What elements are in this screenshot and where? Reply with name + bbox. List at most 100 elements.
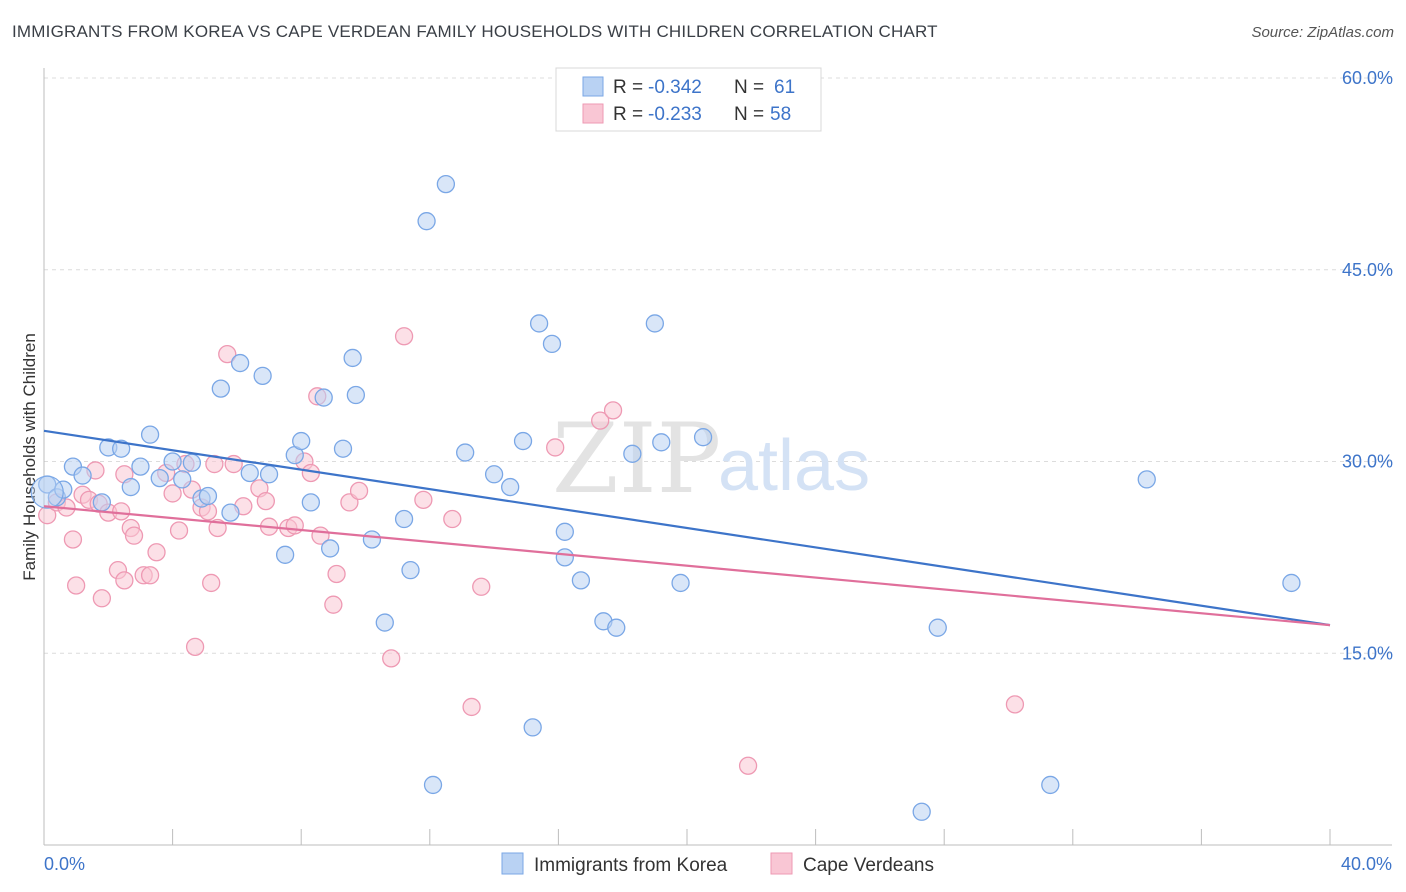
data-point-immigrants-from-korea — [346, 385, 366, 405]
data-point-cape-verdeans — [394, 327, 414, 346]
legend-n-value-cape: 58 — [770, 104, 791, 125]
chart-title: IMMIGRANTS FROM KOREA VS CAPE VERDEAN FA… — [12, 22, 938, 41]
data-point-immigrants-from-korea-large — [30, 475, 64, 509]
data-point-immigrants-from-korea — [394, 509, 414, 529]
source-note: Source: ZipAtlas.com — [1251, 24, 1394, 41]
data-point-immigrants-from-korea — [173, 470, 192, 489]
trend-lines — [43, 429, 1331, 627]
y-tick-labels: 15.0% 30.0% 45.0% 60.0% — [1342, 68, 1393, 663]
data-point-immigrants-from-korea — [671, 573, 690, 593]
bottom-legend-swatch-korea — [501, 852, 524, 875]
legend-n-label-korea: N = — [734, 77, 764, 98]
data-point-cape-verdeans — [92, 589, 112, 608]
data-point-immigrants-from-korea — [484, 465, 504, 484]
trend-line-cape-verdeans — [43, 505, 1331, 627]
legend-n-label-cape: N = — [734, 104, 764, 125]
legend-r-value-cape: -0.233 — [648, 104, 702, 125]
data-point-immigrants-from-korea — [198, 486, 218, 506]
data-point-immigrants-from-korea — [623, 444, 642, 463]
data-point-cape-verdeans — [285, 516, 304, 535]
data-point-cape-verdeans — [738, 756, 758, 775]
data-point-immigrants-from-korea — [571, 571, 591, 590]
data-point-immigrants-from-korea — [314, 388, 333, 407]
data-point-cape-verdeans — [414, 490, 433, 510]
data-point-cape-verdeans — [115, 571, 134, 590]
data-point-immigrants-from-korea — [92, 493, 112, 512]
data-point-cape-verdeans — [67, 576, 86, 595]
bottom-legend-label-cape: Cape Verdeans — [803, 855, 934, 876]
data-point-cape-verdeans — [256, 491, 275, 511]
data-point-immigrants-from-korea — [131, 457, 150, 476]
data-point-immigrants-from-korea — [343, 348, 362, 368]
data-point-cape-verdeans — [472, 577, 491, 596]
bottom-legend-label-korea: Immigrants from Korea — [534, 855, 728, 876]
data-point-immigrants-from-korea — [320, 539, 340, 558]
data-point-cape-verdeans — [163, 484, 182, 503]
data-point-immigrants-from-korea — [555, 548, 574, 567]
watermark-atlas: atlas — [718, 426, 870, 506]
legend-swatch-korea — [582, 76, 604, 97]
data-point-immigrants-from-korea — [529, 314, 549, 333]
data-point-immigrants-from-korea — [542, 334, 562, 354]
data-point-immigrants-from-korea — [555, 522, 574, 541]
data-point-immigrants-from-korea — [182, 453, 202, 472]
data-point-immigrants-from-korea — [73, 466, 92, 485]
data-point-immigrants-from-korea — [121, 477, 140, 497]
data-point-immigrants-from-korea — [221, 503, 240, 522]
data-point-immigrants-from-korea — [150, 468, 169, 488]
data-point-immigrants-from-korea — [928, 618, 947, 637]
data-point-cape-verdeans — [140, 566, 160, 585]
data-point-immigrants-from-korea — [362, 530, 382, 549]
data-point-cape-verdeans — [112, 502, 131, 521]
data-point-cape-verdeans — [382, 649, 401, 668]
bottom-legend: Immigrants from Korea Cape Verdeans — [501, 852, 934, 876]
y-tick-label: 45.0% — [1342, 260, 1393, 280]
bottom-legend-swatch-cape — [770, 852, 793, 875]
data-point-cape-verdeans — [546, 438, 565, 457]
data-point-cape-verdeans — [218, 344, 237, 364]
y-tick-label: 30.0% — [1342, 452, 1393, 472]
data-point-cape-verdeans — [349, 481, 369, 501]
data-point-immigrants-from-korea — [230, 353, 250, 373]
data-point-immigrants-from-korea — [1137, 470, 1156, 489]
legend-r-label-korea: R = — [613, 77, 643, 98]
data-point-immigrants-from-korea — [436, 174, 456, 194]
data-point-immigrants-from-korea — [112, 439, 131, 458]
data-point-cape-verdeans — [327, 564, 346, 584]
data-point-immigrants-from-korea — [423, 775, 443, 795]
legend-r-label-cape: R = — [613, 104, 643, 125]
data-point-immigrants-from-korea — [163, 452, 182, 471]
data-point-cape-verdeans — [443, 509, 462, 529]
y-tick-label: 60.0% — [1342, 68, 1393, 88]
data-point-cape-verdeans — [1005, 695, 1025, 714]
data-point-immigrants-from-korea — [1282, 573, 1301, 593]
data-point-immigrants-from-korea — [607, 618, 626, 637]
data-point-immigrants-from-korea — [301, 493, 320, 512]
legend-swatch-cape — [582, 103, 604, 124]
data-point-immigrants-from-korea — [292, 431, 311, 451]
data-point-immigrants-from-korea — [375, 613, 394, 632]
data-point-cape-verdeans — [63, 530, 83, 549]
data-point-immigrants-from-korea — [333, 439, 353, 458]
data-point-immigrants-from-korea — [912, 802, 931, 821]
data-point-immigrants-from-korea — [645, 314, 664, 333]
data-point-cape-verdeans — [124, 526, 144, 545]
data-point-cape-verdeans — [147, 543, 166, 562]
data-point-cape-verdeans — [202, 573, 221, 593]
data-point-cape-verdeans — [603, 401, 623, 420]
x-axis-ticks — [43, 829, 1331, 845]
y-axis-label: Family Households with Children — [20, 333, 39, 581]
y-tick-label: 15.0% — [1342, 643, 1393, 663]
legend-r-value-korea: -0.342 — [648, 77, 702, 98]
gridlines — [44, 77, 1392, 654]
data-point-immigrants-from-korea — [652, 433, 671, 452]
data-point-immigrants-from-korea — [1041, 775, 1060, 795]
trend-line-korea — [43, 429, 1331, 627]
data-point-immigrants-from-korea — [401, 561, 420, 580]
data-point-immigrants-from-korea — [275, 545, 295, 564]
x-tick-label-max: 40.0% — [1341, 854, 1392, 874]
data-point-immigrants-from-korea — [523, 718, 542, 737]
data-point-immigrants-from-korea — [456, 443, 475, 462]
data-point-cape-verdeans — [591, 411, 610, 430]
